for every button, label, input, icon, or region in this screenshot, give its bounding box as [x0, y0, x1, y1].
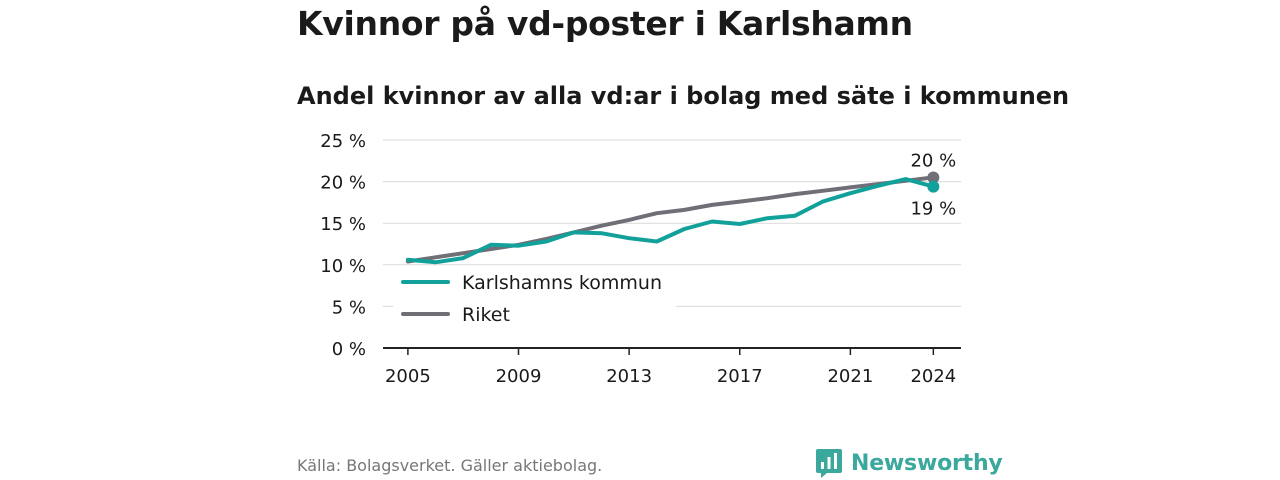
axes: 0 % 5 % 10 % 15 % 20 % 25 % 2005 2009 2013 2017 20… — [320, 131, 961, 387]
y-tick-label: 20 % — [320, 173, 366, 194]
y-tick-label: 25 % — [320, 131, 366, 152]
source-note: Källa: Bolagsverket. Gäller aktiebolag. — [297, 456, 603, 475]
x-tick-label: 2024 — [910, 366, 956, 387]
chart-subtitle: Andel kvinnor av alla vd:ar i bolag med … — [297, 82, 1070, 110]
series-line-karlshamn — [405, 177, 936, 265]
newsworthy-brand: Newsworthy — [851, 450, 1003, 476]
x-tick-label: 2021 — [827, 366, 873, 387]
series-line-riket — [405, 175, 936, 264]
newsworthy-logo-icon — [816, 449, 842, 478]
y-tick-label: 10 % — [320, 256, 366, 277]
x-tick-label: 2013 — [606, 366, 652, 387]
legend-label-riket: Riket — [462, 304, 510, 326]
y-tick-label: 5 % — [332, 297, 366, 318]
end-label-riket: 20 % — [910, 150, 956, 171]
legend-background — [393, 266, 676, 332]
legend: Karlshamns kommun Riket — [393, 266, 676, 332]
x-tick-label: 2009 — [496, 366, 542, 387]
end-label-karlshamn: 19 % — [910, 199, 956, 220]
legend-label-karlshamn: Karlshamns kommun — [462, 272, 662, 294]
x-tick-label: 2005 — [385, 366, 431, 387]
line-chart: 0 % 5 % 10 % 15 % 20 % 25 % 2005 2009 2013 2017 20… — [320, 131, 961, 387]
x-tick-label: 2017 — [717, 366, 763, 387]
chart-title: Kvinnor på vd-poster i Karlshamn — [297, 4, 913, 43]
end-point-karlshamn — [927, 180, 940, 193]
y-tick-label: 15 % — [320, 214, 366, 235]
series: 20 % 19 % — [405, 150, 956, 265]
y-tick-label: 0 % — [332, 339, 366, 360]
end-point-riket — [927, 171, 940, 184]
newsworthy-logo: Newsworthy — [815, 447, 1003, 479]
